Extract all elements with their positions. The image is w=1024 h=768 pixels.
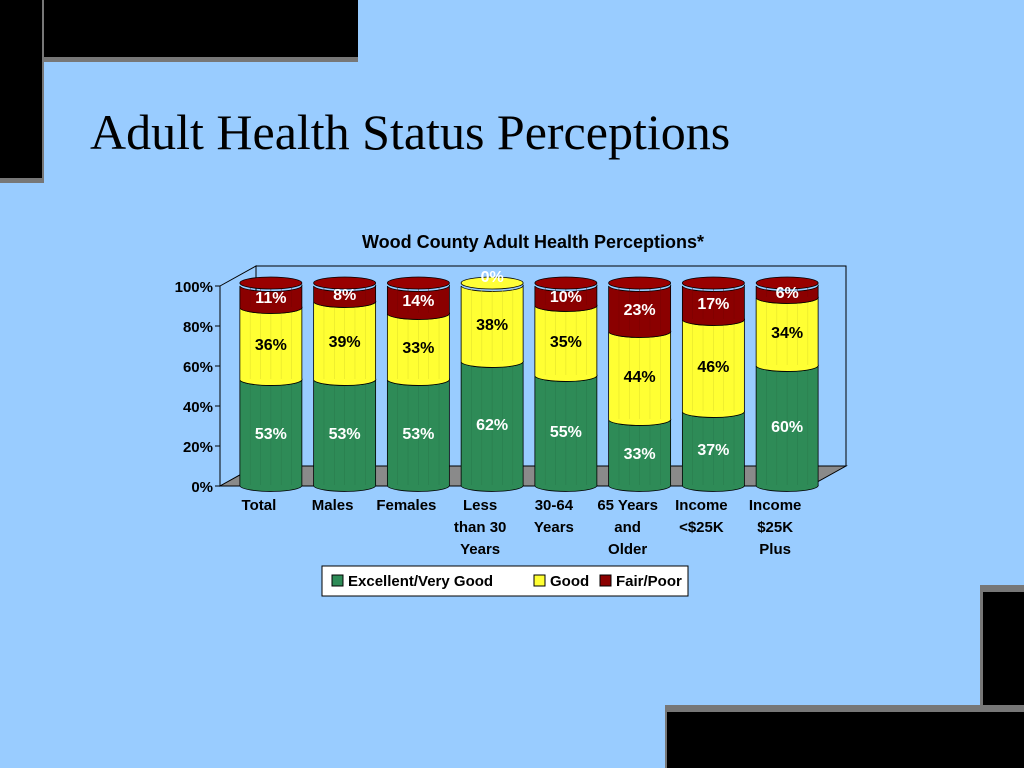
bar-top-cap [460, 276, 524, 290]
y-tick-label: 0% [191, 479, 213, 496]
y-tick-label: 60% [183, 359, 213, 376]
data-label: 53% [402, 426, 434, 443]
chart-title: Wood County Adult Health Perceptions* [362, 232, 704, 252]
data-label: 34% [771, 325, 803, 342]
bar-top-cap [313, 276, 377, 290]
x-tick-label: Years [460, 541, 500, 558]
legend-swatch [331, 574, 344, 587]
x-tick-label: Income [749, 497, 802, 514]
data-label: 11% [255, 290, 286, 307]
x-tick-label: Years [534, 519, 574, 536]
x-tick-label: $25K [757, 519, 793, 536]
bar-top-cap [386, 276, 450, 290]
bar-top-cap [534, 276, 598, 290]
data-label: 46% [697, 359, 729, 376]
legend-swatch [599, 574, 612, 587]
x-tick-label: than 30 [454, 519, 507, 536]
x-tick-label: 30-64 [535, 497, 574, 514]
bar-top-cap [681, 276, 745, 290]
data-label: 36% [255, 337, 287, 354]
data-label: 60% [771, 419, 803, 436]
data-label: 53% [329, 426, 361, 443]
x-tick-label: and [614, 519, 641, 536]
data-label: 14% [402, 293, 434, 310]
data-label: 38% [476, 317, 508, 334]
data-label: 35% [550, 334, 582, 351]
legend-label: Fair/Poor [616, 573, 682, 590]
x-tick-label: Older [608, 541, 647, 558]
data-label: 33% [402, 340, 434, 357]
corner-decoration-top-left-bar [0, 0, 358, 57]
legend-label: Good [550, 573, 589, 590]
data-label: 53% [255, 426, 287, 443]
data-label: 8% [333, 287, 356, 304]
x-tick-label: Females [376, 497, 436, 514]
data-label: 55% [550, 424, 582, 441]
legend-swatch [533, 574, 546, 587]
data-label: 10% [550, 289, 582, 306]
corner-decoration-bottom-bar [667, 712, 1024, 768]
data-label: 62% [476, 417, 508, 434]
slide-title: Adult Health Status Perceptions [90, 104, 731, 160]
x-tick-label: Less [463, 497, 497, 514]
y-tick-label: 20% [183, 439, 213, 456]
bar-top-cap [239, 276, 303, 290]
x-tick-label: Total [242, 497, 277, 514]
bar-top-cap [608, 276, 672, 290]
x-tick-label: Males [312, 497, 354, 514]
data-label: 6% [776, 285, 799, 302]
legend-box [321, 565, 689, 597]
y-tick-label: 80% [183, 319, 213, 336]
data-label: 44% [624, 369, 656, 386]
data-label: 17% [697, 296, 729, 313]
y-tick-label: 100% [175, 279, 213, 296]
data-label: 39% [329, 334, 361, 351]
legend-label: Excellent/Very Good [348, 573, 493, 590]
x-tick-label: 65 Years [597, 497, 658, 514]
corner-decoration-left-bar [0, 0, 42, 178]
x-tick-label: Income [675, 497, 728, 514]
y-tick-label: 40% [183, 399, 213, 416]
data-label: 37% [697, 442, 729, 459]
data-label: 33% [624, 446, 656, 463]
x-tick-label: Plus [759, 541, 791, 558]
data-label: 0% [481, 269, 504, 286]
bar-top-cap [755, 276, 819, 290]
data-label: 23% [624, 302, 656, 319]
x-tick-label: <$25K [679, 519, 724, 536]
